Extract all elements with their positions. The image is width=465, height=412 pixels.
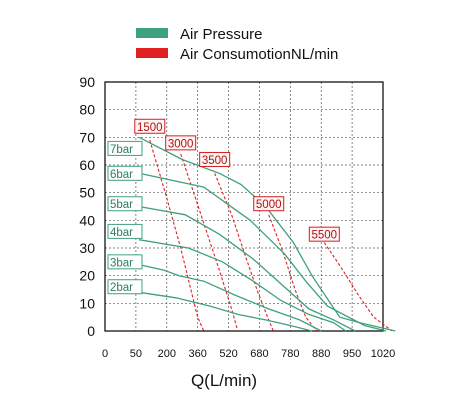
- pressure-label-text: 4bar: [110, 227, 133, 239]
- y-tick-label: 0: [87, 323, 95, 339]
- consumption-label-text: 5000: [256, 199, 282, 211]
- pressure-label-box: [107, 279, 143, 295]
- pressure-label-6bar: 6bar: [107, 165, 143, 181]
- consumption-label-text: 3000: [168, 138, 194, 150]
- consumption-label-text: 1500: [137, 122, 163, 134]
- pressure-curve-6bar: [138, 172, 387, 332]
- legend-label-air-pressure: Air Pressure: [180, 26, 263, 43]
- legend-swatch-air-consumption: [136, 48, 168, 58]
- x-tick-label: 950: [343, 348, 361, 360]
- consumption-label-5500: 5500: [308, 226, 340, 242]
- consumption-label-box: [253, 196, 285, 212]
- consumption-curve-5500: [323, 242, 393, 332]
- legend-swatch-air-pressure: [136, 28, 168, 38]
- x-axis-label: Q(L/min): [191, 371, 257, 390]
- consumption-curve-1500: [149, 139, 205, 332]
- y-tick-label: 20: [79, 268, 95, 284]
- y-tick-label: 10: [79, 295, 95, 311]
- x-tick-label: 200: [158, 348, 176, 360]
- consumption-label-3500: 3500: [199, 151, 231, 167]
- plot-frame: [104, 81, 384, 332]
- pressure-label-text: 3bar: [110, 257, 133, 269]
- y-tick-label: 50: [79, 185, 95, 201]
- x-tick-label: 780: [281, 348, 299, 360]
- x-tick-label: 680: [250, 348, 268, 360]
- pressure-label-box: [107, 196, 143, 212]
- consumption-curve-3500: [214, 173, 274, 332]
- pressure-curve-5bar: [138, 205, 356, 332]
- pressure-label-7bar: 7bar: [107, 140, 143, 156]
- pressure-label-text: 2bar: [110, 282, 133, 294]
- x-tick-label: 520: [219, 348, 237, 360]
- pressure-label-text: 7bar: [110, 144, 133, 156]
- pressure-label-box: [107, 165, 143, 181]
- consumption-label-5000: 5000: [253, 196, 285, 212]
- pressure-label-2bar: 2bar: [107, 279, 143, 295]
- x-tick-label: 1020: [371, 348, 395, 360]
- y-tick-label: 90: [79, 74, 95, 90]
- pressure-curve-7bar: [138, 136, 396, 332]
- pressure-label-text: 5bar: [110, 199, 133, 211]
- consumption-label-box: [134, 118, 166, 134]
- consumption-label-box: [165, 135, 197, 151]
- pressure-label-3bar: 3bar: [107, 254, 143, 270]
- pressure-curve-2bar: [138, 291, 313, 332]
- consumption-label-box: [308, 226, 340, 242]
- pressure-label-5bar: 5bar: [107, 196, 143, 212]
- pressure-curve-3bar: [138, 263, 322, 332]
- pressure-label-box: [107, 140, 143, 156]
- pressure-label-text: 6bar: [110, 169, 133, 181]
- consumption-curve-3000: [180, 153, 239, 332]
- y-tick-label: 30: [79, 240, 95, 256]
- pressure-label-box: [107, 223, 143, 239]
- y-tick-label: 40: [79, 212, 95, 228]
- consumption-label-text: 5500: [312, 230, 338, 242]
- legend: Air Pressure Air ConsumotionNL/min: [136, 26, 338, 63]
- x-tick-label: 50: [130, 348, 142, 360]
- pressure-label-box: [107, 254, 143, 270]
- x-tick-label: 360: [188, 348, 206, 360]
- pressure-label-4bar: 4bar: [107, 223, 143, 239]
- y-tick-label: 60: [79, 157, 95, 173]
- consumption-curve-5000: [268, 214, 318, 332]
- y-tick-label: 80: [79, 102, 95, 118]
- x-tick-label: 0: [102, 348, 108, 360]
- consumption-label-text: 3500: [202, 155, 228, 167]
- y-tick-label: 70: [79, 129, 95, 145]
- consumption-label-3000: 3000: [165, 135, 197, 151]
- consumption-label-box: [199, 151, 231, 167]
- x-tick-label: 880: [312, 348, 330, 360]
- legend-label-air-consumption: Air ConsumotionNL/min: [180, 46, 338, 63]
- pressure-curve-4bar: [138, 239, 347, 332]
- consumption-label-1500: 1500: [134, 118, 166, 134]
